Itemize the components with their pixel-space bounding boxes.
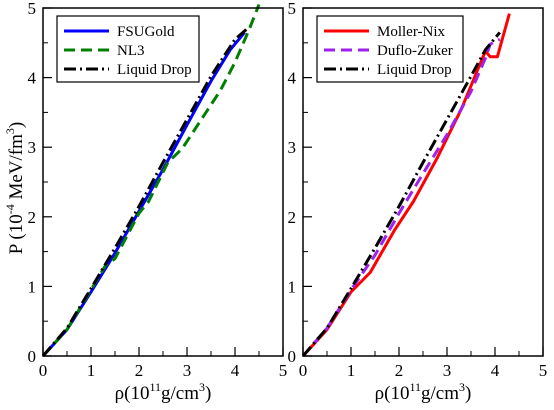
left-legend-box xyxy=(56,15,200,83)
right-y-tick-label: 3 xyxy=(288,138,297,157)
right-legend: Moller-Nix Duflo-Zuker Liquid Drop xyxy=(316,15,464,83)
right-y-tick-label: 5 xyxy=(288,0,297,18)
left-x-tick-label: 3 xyxy=(183,361,192,380)
left-legend-label: Liquid Drop xyxy=(117,62,192,78)
left-x-tick-label: 5 xyxy=(279,361,288,380)
left-y-tick-label: 5 xyxy=(28,0,37,18)
right-plot-layer xyxy=(301,13,511,358)
right-y-tick-label: 4 xyxy=(288,69,297,88)
right-panel: 0 1 2 3 4 5 0 1 2 3 4 5 Moller-Nix Duflo-Zuker Liquid… xyxy=(288,0,548,404)
left-legend-label: FSUGold xyxy=(117,24,175,40)
left-series-nl3 xyxy=(41,3,261,358)
right-x-tick-label: 3 xyxy=(443,361,452,380)
left-panel: 0 1 2 3 4 5 0 1 2 3 4 5 FSUGold NL3 Liquid Drop ρ(101… xyxy=(28,0,288,404)
left-y-tick-label: 4 xyxy=(28,69,37,88)
left-y-tick-label: 2 xyxy=(28,208,37,227)
right-y-tick-label: 1 xyxy=(288,277,297,296)
right-y-tick-label: 2 xyxy=(288,208,297,227)
y-axis-label: P (10-4 MeV/fm3) xyxy=(3,122,27,254)
left-x-axis-label: ρ(1011g/cm3) xyxy=(115,380,212,404)
left-series-liquid-drop xyxy=(41,27,248,357)
left-axis-ticks: 0 1 2 3 4 5 0 1 2 3 4 5 xyxy=(28,0,288,380)
right-y-tick-label: 0 xyxy=(288,347,297,366)
right-series-liquid-drop xyxy=(301,31,501,357)
right-legend-label: Duflo-Zuker xyxy=(377,43,453,59)
left-y-tick-label: 3 xyxy=(28,138,37,157)
right-x-tick-label: 2 xyxy=(395,361,404,380)
left-x-tick-label: 4 xyxy=(231,361,240,380)
right-x-tick-label: 1 xyxy=(347,361,356,380)
left-y-tick-label: 1 xyxy=(28,277,37,296)
right-legend-label: Liquid Drop xyxy=(377,62,452,78)
left-x-tick-label: 2 xyxy=(135,361,144,380)
right-x-tick-label: 0 xyxy=(299,361,308,380)
right-axis-ticks: 0 1 2 3 4 5 0 1 2 3 4 5 xyxy=(288,0,548,380)
left-y-tick-label: 0 xyxy=(28,347,37,366)
right-x-tick-label: 5 xyxy=(539,361,548,380)
left-plot-layer xyxy=(41,3,261,358)
right-legend-label: Moller-Nix xyxy=(377,24,446,40)
right-x-axis-label: ρ(1011g/cm3) xyxy=(375,380,472,404)
left-legend-label: NL3 xyxy=(117,43,145,59)
right-x-tick-label: 4 xyxy=(491,361,500,380)
left-legend: FSUGold NL3 Liquid Drop xyxy=(56,15,200,83)
left-x-tick-label: 0 xyxy=(39,361,48,380)
left-x-tick-label: 1 xyxy=(87,361,96,380)
